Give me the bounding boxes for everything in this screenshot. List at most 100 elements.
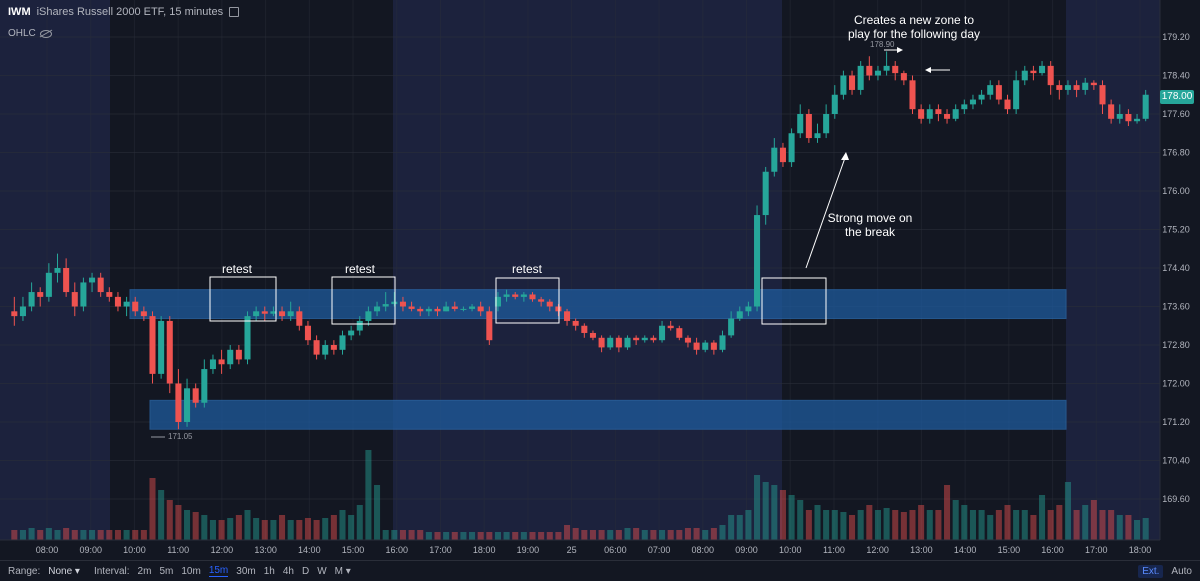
range-dropdown[interactable]: None ▾ bbox=[48, 565, 80, 577]
candle-body-0 bbox=[11, 311, 18, 317]
zone-arrowhead-left bbox=[897, 47, 903, 53]
interval-m-label: M bbox=[334, 565, 343, 577]
interval-5m[interactable]: 5m bbox=[159, 565, 174, 577]
interval-2m[interactable]: 2m bbox=[137, 565, 152, 577]
candle-body-42 bbox=[374, 306, 381, 312]
volume-bar-52 bbox=[460, 532, 467, 540]
candle-body-46 bbox=[408, 306, 415, 309]
annotation-strong-move: Strong move on the break bbox=[812, 211, 928, 239]
volume-bar-97 bbox=[849, 515, 856, 540]
volume-bar-3 bbox=[37, 530, 44, 540]
candle-body-130 bbox=[1134, 118, 1141, 122]
interval-d[interactable]: D bbox=[301, 565, 310, 577]
candle-body-64 bbox=[564, 311, 571, 321]
candle-body-119 bbox=[1039, 65, 1046, 74]
volume-bar-4 bbox=[45, 528, 52, 540]
low-price-label: 171.05 bbox=[168, 432, 193, 441]
interval-15m[interactable]: 15m bbox=[208, 565, 229, 577]
candle-body-98 bbox=[857, 65, 864, 90]
candle-body-61 bbox=[538, 299, 545, 302]
eye-hidden-icon[interactable] bbox=[39, 29, 52, 38]
volume-bar-74 bbox=[650, 530, 657, 540]
symbol-ticker[interactable]: IWM bbox=[8, 6, 31, 18]
price-tick-1: 178.40 bbox=[1162, 71, 1190, 81]
volume-bar-88 bbox=[771, 485, 778, 540]
candle-body-20 bbox=[184, 388, 191, 422]
volume-bar-43 bbox=[382, 530, 389, 540]
candle-body-129 bbox=[1125, 114, 1132, 122]
candle-body-35 bbox=[313, 340, 320, 355]
time-tick-16: 09:00 bbox=[735, 545, 758, 555]
volume-bar-45 bbox=[399, 530, 406, 540]
price-tick-2: 177.60 bbox=[1162, 109, 1190, 119]
interval-w[interactable]: W bbox=[317, 565, 327, 577]
time-tick-3: 11:00 bbox=[167, 545, 189, 555]
candle-body-118 bbox=[1030, 70, 1037, 74]
interval-1h[interactable]: 1h bbox=[263, 565, 275, 577]
auto-button[interactable]: Auto bbox=[1171, 565, 1192, 577]
annotation-retest-2: retest bbox=[345, 262, 376, 276]
volume-bar-82 bbox=[719, 525, 726, 540]
volume-bar-13 bbox=[123, 530, 130, 540]
volume-bar-51 bbox=[451, 532, 458, 540]
candle-body-92 bbox=[805, 114, 812, 139]
session-shade-1 bbox=[393, 0, 782, 540]
ohlc-indicator[interactable]: OHLC bbox=[8, 28, 52, 39]
volume-bar-2 bbox=[28, 528, 35, 540]
source-icon[interactable] bbox=[229, 7, 240, 17]
volume-bar-53 bbox=[469, 532, 476, 540]
bottom-toolbar: Range: None ▾ Interval: 2m 5m 10m 15m 30… bbox=[0, 560, 1200, 581]
volume-bar-62 bbox=[546, 532, 553, 540]
volume-bar-110 bbox=[961, 505, 968, 540]
volume-bar-11 bbox=[106, 530, 113, 540]
volume-bar-30 bbox=[270, 520, 277, 540]
time-tick-2: 10:00 bbox=[123, 545, 146, 555]
volume-bar-12 bbox=[114, 530, 121, 540]
volume-bar-60 bbox=[529, 532, 536, 540]
price-tick-10: 171.20 bbox=[1162, 417, 1190, 427]
candle-body-66 bbox=[581, 325, 588, 333]
candle-body-34 bbox=[304, 325, 311, 341]
candle-body-117 bbox=[1021, 70, 1028, 81]
volume-bar-32 bbox=[287, 520, 294, 540]
volume-bar-78 bbox=[684, 528, 691, 540]
time-tick-5: 13:00 bbox=[254, 545, 277, 555]
candle-body-19 bbox=[175, 383, 182, 422]
candle-body-54 bbox=[477, 306, 484, 312]
volume-bar-38 bbox=[339, 510, 346, 540]
candle-body-1 bbox=[19, 306, 26, 317]
volume-bar-96 bbox=[840, 512, 847, 540]
volume-bar-68 bbox=[598, 530, 605, 540]
candle-body-58 bbox=[512, 294, 519, 297]
candle-body-18 bbox=[166, 320, 173, 384]
candle-body-113 bbox=[987, 85, 994, 95]
volume-bar-105 bbox=[918, 505, 925, 540]
ext-button[interactable]: Ext. bbox=[1138, 564, 1164, 578]
volume-bar-114 bbox=[995, 510, 1002, 540]
candle-body-31 bbox=[279, 311, 286, 317]
volume-bar-10 bbox=[97, 530, 104, 540]
volume-bar-1 bbox=[19, 530, 26, 540]
time-tick-10: 18:00 bbox=[473, 545, 496, 555]
interval-m[interactable]: M ▾ bbox=[334, 565, 351, 577]
candle-body-76 bbox=[667, 325, 674, 329]
candle-body-107 bbox=[935, 109, 942, 114]
price-tick-8: 172.80 bbox=[1162, 340, 1190, 350]
candle-body-83 bbox=[728, 318, 735, 336]
candle-body-86 bbox=[754, 215, 761, 307]
interval-4h[interactable]: 4h bbox=[282, 565, 294, 577]
time-tick-8: 16:00 bbox=[385, 545, 408, 555]
interval-30m[interactable]: 30m bbox=[236, 565, 256, 577]
volume-bar-101 bbox=[883, 508, 890, 540]
interval-10m[interactable]: 10m bbox=[181, 565, 201, 577]
candle-body-38 bbox=[339, 335, 346, 350]
candle-body-121 bbox=[1056, 85, 1063, 90]
candle-body-115 bbox=[1004, 99, 1011, 110]
volume-bar-79 bbox=[693, 528, 700, 540]
volume-bar-81 bbox=[710, 528, 717, 540]
candle-body-63 bbox=[555, 306, 562, 312]
volume-bar-87 bbox=[762, 482, 769, 540]
price-tick-11: 170.40 bbox=[1162, 456, 1190, 466]
price-chart[interactable]: 179.20 178.40 177.60 176.80 176.00 175.20 174.… bbox=[0, 0, 1200, 560]
candle-body-108 bbox=[944, 114, 951, 119]
